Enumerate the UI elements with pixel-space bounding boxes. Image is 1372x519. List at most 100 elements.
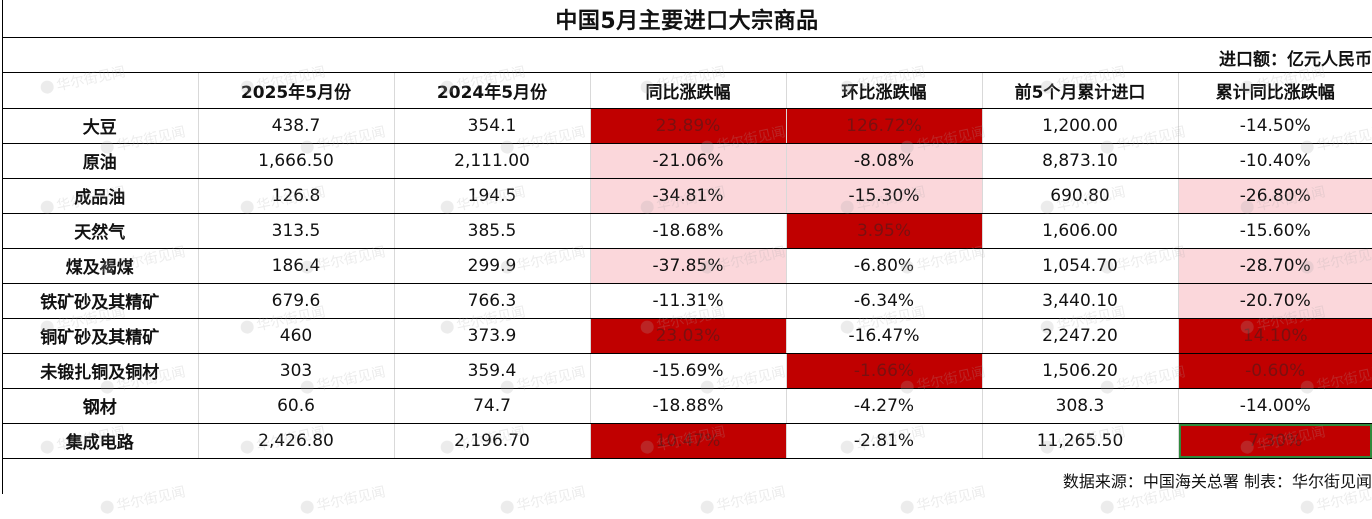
header-row: 2025年5月份 2024年5月份 同比涨跌幅 环比涨跌幅 前5个月累计进口 累… <box>2 73 1372 109</box>
table-row: 钢材 60.6 74.7 -18.88% -4.27% 308.3 -14.00% <box>2 388 1372 424</box>
table-row: 成品油 126.8 194.5 -34.81% -15.30% 690.80 -26.80% <box>2 178 1372 214</box>
column-header: 2024年5月份 <box>393 73 590 109</box>
unit-label: 进口额：亿元人民币 <box>1219 50 1372 70</box>
table-cell: 308.3 <box>981 388 1178 424</box>
watermark-logo-icon <box>1299 499 1315 515</box>
table-cell: 126.8 <box>197 178 394 214</box>
row-commodity-name: 未锻扎铜及铜材 <box>2 353 198 389</box>
row-commodity-name: 煤及褐煤 <box>2 248 198 284</box>
row-commodity-name: 成品油 <box>2 178 198 214</box>
watermark-logo-icon <box>1099 499 1115 515</box>
table-cell: 1,666.50 <box>197 143 394 179</box>
table-cell: 14.10% <box>1177 318 1372 354</box>
table-cell: 23.03% <box>589 318 786 354</box>
table-cell: -34.81% <box>589 178 786 214</box>
table-cell: 385.5 <box>393 213 590 249</box>
table-cell: 126.72% <box>785 108 982 144</box>
column-header: 前5个月累计进口 <box>981 73 1178 109</box>
table-cell: 354.1 <box>393 108 590 144</box>
table-cell: -6.34% <box>785 283 982 319</box>
watermark-logo-icon <box>299 499 315 515</box>
table-cell: -15.30% <box>785 178 982 214</box>
watermark-logo-icon <box>499 499 515 515</box>
column-header: 环比涨跌幅 <box>785 73 982 109</box>
column-header: 累计同比涨跌幅 <box>1177 73 1372 109</box>
table-cell: -10.40% <box>1177 143 1372 179</box>
table-cell: 2,247.20 <box>981 318 1178 354</box>
table-cell: 2,196.70 <box>393 423 590 459</box>
table-cell: -20.70% <box>1177 283 1372 319</box>
table-cell: -1.66% <box>785 353 982 389</box>
table-cell: 1,506.20 <box>981 353 1178 389</box>
table-row: 煤及褐煤 186.4 299.9 -37.85% -6.80% 1,054.70 -28.7… <box>2 248 1372 284</box>
table-cell: 7.30% <box>1177 423 1372 459</box>
table-cell: -16.47% <box>785 318 982 354</box>
table-cell: -14.00% <box>1177 388 1372 424</box>
table-cell: -6.80% <box>785 248 982 284</box>
table-cell: 11,265.50 <box>981 423 1178 459</box>
row-commodity-name: 原油 <box>2 143 198 179</box>
table-cell: 60.6 <box>197 388 394 424</box>
watermark-logo-icon <box>699 499 715 515</box>
table-body: 大豆 438.7 354.1 23.89% 126.72% 1,200.00 -14.50%… <box>2 108 1372 459</box>
table-cell: -18.68% <box>589 213 786 249</box>
table-cell: 10.47% <box>589 423 786 459</box>
watermark-logo-icon <box>99 499 115 515</box>
table-row: 天然气 313.5 385.5 -18.68% 3.95% 1,606.00 -15.60% <box>2 213 1372 249</box>
table-row: 铁矿砂及其精矿 679.6 766.3 -11.31% -6.34% 3,440.10 -2… <box>2 283 1372 319</box>
table-cell: 1,054.70 <box>981 248 1178 284</box>
column-header: 同比涨跌幅 <box>589 73 786 109</box>
table-cell: 299.9 <box>393 248 590 284</box>
table-cell: 1,606.00 <box>981 213 1178 249</box>
table-cell: -18.88% <box>589 388 786 424</box>
table-cell: 690.80 <box>981 178 1178 214</box>
unit-row: 进口额：亿元人民币 <box>2 38 1372 73</box>
table-cell: 359.4 <box>393 353 590 389</box>
row-commodity-name: 钢材 <box>2 388 198 424</box>
commodity-import-table: 2025年5月份 2024年5月份 同比涨跌幅 环比涨跌幅 前5个月累计进口 累… <box>2 73 1372 459</box>
table-cell: -0.60% <box>1177 353 1372 389</box>
table-row: 铜矿砂及其精矿 460 373.9 23.03% -16.47% 2,247.20 14.1… <box>2 318 1372 354</box>
table-cell: -21.06% <box>589 143 786 179</box>
column-header <box>2 73 198 109</box>
table-cell: 373.9 <box>393 318 590 354</box>
table-cell: -37.85% <box>589 248 786 284</box>
source-footer: 数据来源：中国海关总署 制表：华尔街见闻 <box>1062 472 1372 491</box>
table-row: 集成电路 2,426.80 2,196.70 10.47% -2.81% 11,265.5… <box>2 423 1372 459</box>
row-commodity-name: 铁矿砂及其精矿 <box>2 283 198 319</box>
title-row: 中国5月主要进口大宗商品 <box>2 0 1372 38</box>
row-commodity-name: 天然气 <box>2 213 198 249</box>
table-cell: 3,440.10 <box>981 283 1178 319</box>
table-cell: 460 <box>197 318 394 354</box>
table-cell: -15.69% <box>589 353 786 389</box>
table-title: 中国5月主要进口大宗商品 <box>555 8 819 34</box>
table-row: 未锻扎铜及铜材 303 359.4 -15.69% -1.66% 1,506.20 -0.6… <box>2 353 1372 389</box>
row-commodity-name: 大豆 <box>2 108 198 144</box>
table-cell: 313.5 <box>197 213 394 249</box>
table-cell: 2,426.80 <box>197 423 394 459</box>
table-cell: 1,200.00 <box>981 108 1178 144</box>
table-cell: -11.31% <box>589 283 786 319</box>
table-cell: 438.7 <box>197 108 394 144</box>
row-commodity-name: 集成电路 <box>2 423 198 459</box>
row-commodity-name: 铜矿砂及其精矿 <box>2 318 198 354</box>
table-cell: -2.81% <box>785 423 982 459</box>
table-cell: -8.08% <box>785 143 982 179</box>
table-cell: -15.60% <box>1177 213 1372 249</box>
table-row: 原油 1,666.50 2,111.00 -21.06% -8.08% 8,873.10-… <box>2 143 1372 179</box>
table-cell: -28.70% <box>1177 248 1372 284</box>
table-cell: -4.27% <box>785 388 982 424</box>
table-row: 大豆 438.7 354.1 23.89% 126.72% 1,200.00 -14.50% <box>2 108 1372 144</box>
column-header: 2025年5月份 <box>197 73 394 109</box>
watermark-logo-icon <box>899 499 915 515</box>
table-cell: -26.80% <box>1177 178 1372 214</box>
table-cell: 679.6 <box>197 283 394 319</box>
table-cell: 3.95% <box>785 213 982 249</box>
table-cell: 303 <box>197 353 394 389</box>
table-cell: 194.5 <box>393 178 590 214</box>
table-cell: 2,111.00 <box>393 143 590 179</box>
table-cell: -14.50% <box>1177 108 1372 144</box>
table-cell: 23.89% <box>589 108 786 144</box>
table-cell: 74.7 <box>393 388 590 424</box>
table-cell: 8,873.10 <box>981 143 1178 179</box>
